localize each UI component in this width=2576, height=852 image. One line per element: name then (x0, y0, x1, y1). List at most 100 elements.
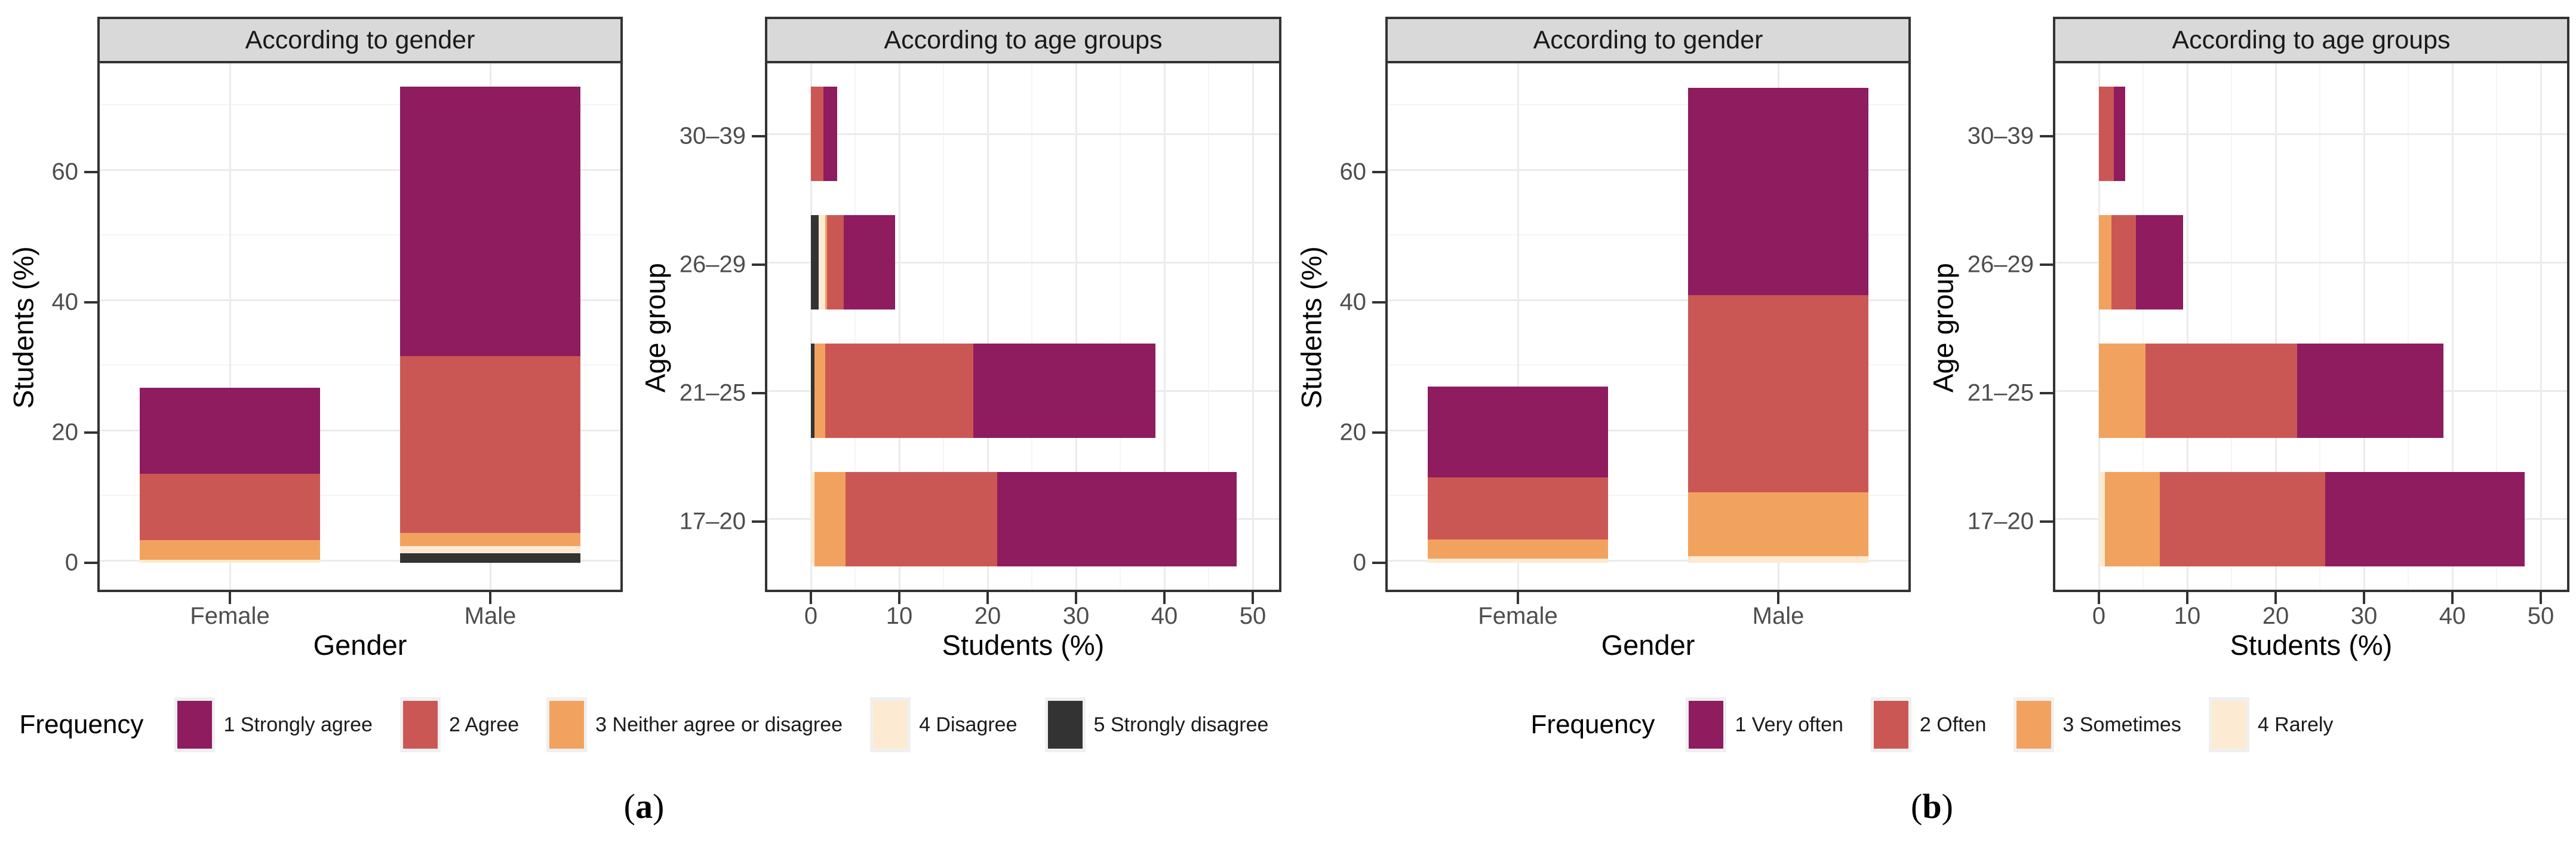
y-tick-mark (1372, 431, 1385, 434)
x-tick-label: 30 (1062, 603, 1090, 629)
bar-segment (823, 87, 838, 182)
bar-segment (2099, 87, 2114, 182)
legend-key (399, 697, 441, 752)
caption-open: ( (623, 787, 635, 826)
bar-Female (140, 387, 320, 563)
y-tick-label: 20 (1339, 419, 1367, 446)
panel-strip: According to gender (97, 17, 623, 63)
gridline-major (898, 63, 900, 590)
y-tick-mark (1372, 171, 1385, 173)
charts-row-a: Students (%) According to gender 0 20 40 60 Fe… (7, 17, 1281, 666)
bar-17–20 (811, 471, 1237, 566)
x-axis-area: 0 10 20 30 40 50 (765, 592, 1281, 629)
y-tick-label: 17–20 (1967, 508, 2034, 535)
x-tick-label: 40 (1151, 603, 1178, 629)
bar-segment (826, 215, 844, 310)
gridline-major (100, 168, 620, 171)
y-axis-title: Students (%) (1295, 246, 1327, 409)
x-tick-mark (2274, 592, 2277, 604)
panel-strip-title: According to gender (245, 25, 475, 54)
bar-segment (140, 473, 320, 540)
y-tick-label: 40 (1339, 289, 1367, 315)
gridline-major (100, 559, 620, 562)
bar-segment (825, 344, 974, 439)
gridline-minor (100, 234, 620, 235)
gridline-major (1075, 63, 1077, 590)
bar-17–20 (2099, 471, 2525, 566)
bar-segment (2099, 215, 2111, 310)
gridline-minor (2231, 63, 2232, 590)
legend-item-label: 4 Disagree (919, 713, 1018, 736)
legend-item-label: 2 Agree (448, 713, 519, 736)
bar-segment (1428, 559, 1608, 563)
gridline-major (2055, 133, 2567, 135)
gridline-minor (100, 495, 620, 496)
gridline-major (1388, 168, 1908, 171)
y-tick-mark (84, 301, 97, 304)
legend-key (546, 697, 588, 752)
bar-segment (400, 545, 580, 553)
legend-a: Frequency 1 Strongly agree 2 Agree 3 Neith… (19, 692, 1268, 758)
gridline-minor (2408, 63, 2409, 590)
gridline-major (2186, 63, 2188, 590)
bar-segment (2111, 215, 2137, 310)
bar-Female (1428, 386, 1608, 563)
bar-segment (140, 540, 320, 560)
legend-item-label: 3 Neither agree or disagree (595, 713, 843, 736)
bar-segment (2136, 215, 2183, 310)
gridline-major (1517, 63, 1519, 590)
bar-segment (997, 471, 1237, 566)
y-axis-area: 30–39 26–29 21–25 17–20 (1960, 63, 2053, 592)
x-tick-label: Male (464, 603, 517, 629)
x-tick-mark (810, 592, 812, 604)
panel-strip-title: According to age groups (2172, 25, 2451, 54)
legend-title: Frequency (19, 710, 144, 739)
bar-segment (814, 344, 825, 439)
y-tick-mark (2040, 520, 2053, 523)
y-axis-area: 0 20 40 60 (1328, 63, 1385, 592)
bar-21–25 (2099, 344, 2444, 439)
caption-close: ) (653, 787, 665, 826)
gridline-major (767, 133, 1279, 135)
legend-item-label: 2 Often (1919, 713, 1987, 736)
y-tick-mark (752, 392, 765, 395)
legend-swatch-color (549, 701, 585, 749)
y-tick-mark (84, 562, 97, 564)
charts-row-b: Students (%) According to gender 0 20 40 60 Fe… (1295, 17, 2569, 666)
gridline-major (767, 261, 1279, 263)
x-axis-area: Female Male (97, 592, 623, 629)
legend-swatch-color (1873, 701, 1908, 749)
x-tick-mark (1075, 592, 1077, 604)
x-tick-mark (986, 592, 989, 604)
legend-item-label: 1 Very often (1735, 713, 1843, 736)
legend-key (2014, 697, 2055, 752)
y-tick-mark (752, 263, 765, 266)
legend-item: 1 Strongly agree (174, 697, 373, 752)
legend-key (870, 697, 911, 752)
x-axis-area: 0 10 20 30 40 50 (2053, 592, 2569, 629)
gridline-minor (100, 104, 620, 105)
y-tick-mark (1372, 562, 1385, 564)
legend-swatch-color (402, 701, 438, 749)
bar-26–29 (2099, 215, 2183, 310)
x-tick-mark (898, 592, 900, 604)
x-tick-mark (2540, 592, 2542, 604)
bar-segment (814, 471, 846, 566)
chart-b-gender: Students (%) According to gender 0 20 40 60 Fe… (1295, 17, 1911, 666)
y-tick-label: 60 (51, 158, 79, 185)
gridline-major (2451, 63, 2454, 590)
caption-open: ( (1911, 787, 1923, 826)
gridline-major (100, 299, 620, 301)
bar-segment (400, 553, 580, 563)
y-tick-mark (84, 171, 97, 173)
x-tick-mark (2098, 592, 2100, 604)
bar-segment (811, 87, 823, 182)
x-axis-title: Students (%) (2230, 629, 2393, 661)
x-tick-mark (1777, 592, 1779, 604)
bar-segment (825, 215, 827, 310)
y-tick-label: 0 (1352, 549, 1366, 576)
x-tick-label: Female (190, 603, 270, 629)
gridline-minor (2496, 63, 2497, 590)
gridline-major (1163, 63, 1166, 590)
bar-segment (2145, 344, 2297, 439)
